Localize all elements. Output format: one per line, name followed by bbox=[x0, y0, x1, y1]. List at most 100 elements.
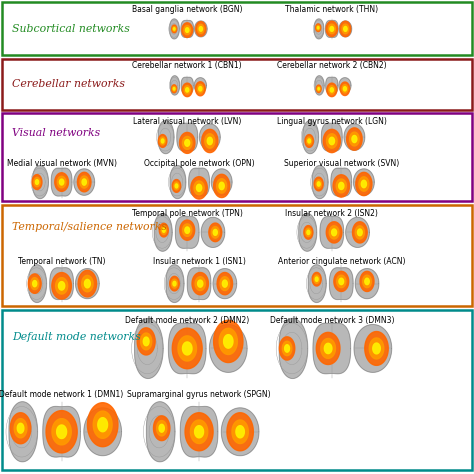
Polygon shape bbox=[174, 182, 179, 190]
Polygon shape bbox=[191, 420, 208, 444]
Polygon shape bbox=[314, 275, 319, 283]
Polygon shape bbox=[191, 177, 207, 199]
Polygon shape bbox=[195, 277, 205, 291]
Polygon shape bbox=[284, 345, 290, 352]
Polygon shape bbox=[55, 173, 68, 191]
Polygon shape bbox=[78, 270, 97, 297]
Text: Default mode network 1 (DMN1): Default mode network 1 (DMN1) bbox=[0, 390, 124, 399]
Polygon shape bbox=[354, 169, 374, 195]
Polygon shape bbox=[207, 137, 212, 145]
Text: Default mode network 2 (DMN2): Default mode network 2 (DMN2) bbox=[125, 317, 249, 326]
Polygon shape bbox=[172, 180, 181, 192]
Polygon shape bbox=[155, 214, 172, 251]
Polygon shape bbox=[181, 77, 193, 93]
Polygon shape bbox=[172, 279, 177, 288]
Polygon shape bbox=[352, 136, 357, 143]
Text: Basal ganglia network (BGN): Basal ganglia network (BGN) bbox=[132, 5, 243, 14]
Polygon shape bbox=[173, 88, 175, 90]
Polygon shape bbox=[80, 176, 89, 188]
Polygon shape bbox=[330, 27, 334, 31]
Polygon shape bbox=[141, 333, 152, 350]
Polygon shape bbox=[171, 76, 180, 95]
Polygon shape bbox=[58, 282, 65, 290]
Polygon shape bbox=[36, 180, 38, 184]
Polygon shape bbox=[312, 273, 321, 286]
Polygon shape bbox=[33, 165, 48, 199]
Polygon shape bbox=[161, 139, 164, 143]
Polygon shape bbox=[181, 20, 193, 37]
Polygon shape bbox=[236, 426, 245, 438]
Polygon shape bbox=[196, 184, 202, 191]
Polygon shape bbox=[82, 179, 86, 185]
Polygon shape bbox=[184, 86, 191, 94]
Polygon shape bbox=[170, 276, 179, 291]
Polygon shape bbox=[159, 424, 164, 432]
Polygon shape bbox=[182, 83, 192, 97]
Polygon shape bbox=[318, 27, 319, 29]
Polygon shape bbox=[210, 325, 247, 372]
Polygon shape bbox=[194, 181, 204, 195]
Text: Lingual gyrus network (LGN): Lingual gyrus network (LGN) bbox=[277, 117, 387, 126]
Polygon shape bbox=[331, 168, 352, 196]
Polygon shape bbox=[339, 21, 352, 37]
Polygon shape bbox=[175, 184, 178, 188]
Polygon shape bbox=[333, 175, 349, 197]
Polygon shape bbox=[189, 168, 210, 196]
Polygon shape bbox=[316, 24, 321, 32]
Polygon shape bbox=[334, 271, 349, 292]
Text: Superior visual network (SVN): Superior visual network (SVN) bbox=[283, 159, 399, 168]
Polygon shape bbox=[162, 228, 165, 232]
Text: Insular network 2 (ISN2): Insular network 2 (ISN2) bbox=[285, 209, 378, 218]
Polygon shape bbox=[170, 165, 186, 199]
Polygon shape bbox=[342, 84, 348, 93]
Polygon shape bbox=[185, 227, 190, 233]
Polygon shape bbox=[313, 323, 350, 374]
Polygon shape bbox=[10, 413, 31, 444]
Polygon shape bbox=[330, 88, 333, 92]
Polygon shape bbox=[84, 408, 121, 456]
Polygon shape bbox=[316, 332, 340, 365]
Polygon shape bbox=[17, 423, 24, 433]
Polygon shape bbox=[303, 120, 319, 154]
Polygon shape bbox=[173, 86, 176, 91]
Polygon shape bbox=[143, 337, 149, 346]
Polygon shape bbox=[169, 323, 206, 374]
Polygon shape bbox=[307, 137, 312, 145]
Polygon shape bbox=[220, 277, 229, 291]
Polygon shape bbox=[173, 27, 175, 30]
FancyBboxPatch shape bbox=[2, 113, 472, 201]
Polygon shape bbox=[329, 226, 339, 239]
Polygon shape bbox=[31, 278, 39, 290]
Polygon shape bbox=[170, 19, 179, 39]
FancyBboxPatch shape bbox=[2, 310, 472, 470]
Polygon shape bbox=[339, 278, 344, 285]
Polygon shape bbox=[199, 87, 202, 91]
Polygon shape bbox=[84, 279, 91, 288]
Polygon shape bbox=[180, 220, 195, 240]
Polygon shape bbox=[315, 76, 324, 95]
Text: Subcortical networks: Subcortical networks bbox=[12, 24, 130, 34]
Text: Temporal pole network (TPN): Temporal pole network (TPN) bbox=[132, 209, 243, 218]
Polygon shape bbox=[160, 137, 165, 145]
Polygon shape bbox=[339, 78, 351, 93]
Polygon shape bbox=[185, 139, 190, 146]
Polygon shape bbox=[227, 413, 253, 451]
Polygon shape bbox=[299, 214, 317, 251]
Text: Lateral visual network (LVN): Lateral visual network (LVN) bbox=[133, 117, 241, 126]
Polygon shape bbox=[283, 341, 292, 356]
Polygon shape bbox=[332, 229, 337, 236]
Polygon shape bbox=[318, 88, 319, 90]
Polygon shape bbox=[34, 177, 40, 187]
Polygon shape bbox=[279, 337, 295, 360]
Polygon shape bbox=[59, 179, 64, 185]
Polygon shape bbox=[357, 229, 362, 236]
Polygon shape bbox=[185, 413, 213, 451]
Polygon shape bbox=[305, 135, 313, 147]
Text: Thalamic network (THN): Thalamic network (THN) bbox=[285, 5, 378, 14]
Polygon shape bbox=[175, 217, 199, 248]
Polygon shape bbox=[93, 411, 112, 438]
Polygon shape bbox=[219, 182, 224, 190]
Polygon shape bbox=[82, 275, 93, 292]
Polygon shape bbox=[56, 425, 67, 438]
Polygon shape bbox=[52, 419, 71, 445]
